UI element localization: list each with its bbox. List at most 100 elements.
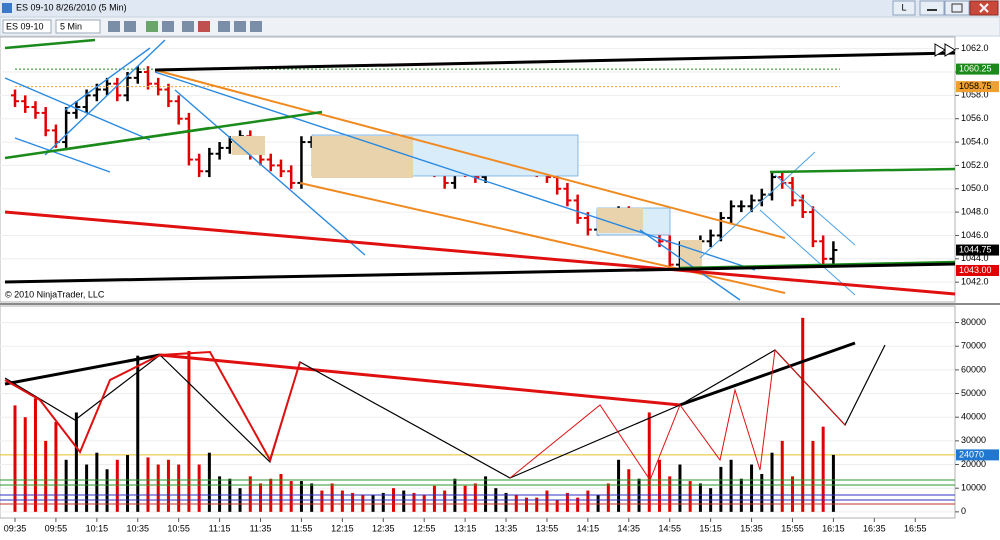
volume-bar — [504, 492, 508, 512]
volume-bar — [821, 426, 825, 512]
trend-line[interactable] — [774, 174, 856, 246]
volume-bar — [525, 497, 528, 512]
volume-bar — [197, 464, 201, 512]
volume-bar — [770, 452, 774, 512]
price-marker-label: 1060.25 — [959, 63, 992, 73]
x-tick-label: 11:15 — [209, 523, 231, 533]
trend-line[interactable] — [44, 39, 166, 156]
price-marker — [956, 81, 999, 93]
tool-icon[interactable] — [218, 21, 230, 32]
maximize-button[interactable] — [944, 0, 970, 16]
price-marker-label: 1043.00 — [959, 265, 992, 275]
volume-bar — [780, 440, 784, 512]
volume-bar — [218, 476, 222, 512]
volume-bar — [85, 464, 89, 512]
volume-bar — [351, 492, 355, 512]
price-marker-label: 24070 — [959, 449, 984, 459]
y-tick-label: 20000 — [961, 459, 986, 469]
y-tick-label: 1048.0 — [961, 206, 989, 216]
volume-bar — [207, 452, 211, 512]
trend-line[interactable] — [154, 69, 786, 239]
y-tick-label: 50000 — [961, 388, 986, 398]
tool-icon[interactable] — [198, 21, 210, 32]
volume-bar — [443, 490, 447, 512]
volume-bar — [33, 398, 37, 512]
y-tick-label: 1058.0 — [961, 90, 989, 100]
y-tick-label: 1050.0 — [961, 183, 989, 193]
x-tick-label: 15:55 — [781, 523, 804, 533]
volume-bar — [647, 412, 651, 512]
volume-bar — [627, 469, 631, 512]
trend-line[interactable] — [4, 210, 956, 296]
trend-line[interactable] — [14, 137, 111, 173]
y-tick-label: 1062.0 — [961, 43, 989, 53]
volume-bar — [555, 500, 559, 512]
x-tick-label: 13:15 — [454, 523, 477, 533]
volume-bar — [95, 452, 99, 512]
trend-line[interactable] — [154, 71, 756, 271]
x-tick-label: 10:55 — [167, 523, 190, 533]
trend-line[interactable] — [4, 262, 956, 284]
interval-selector[interactable] — [55, 19, 101, 34]
y-tick-label: 40000 — [961, 412, 986, 422]
link-button-label[interactable]: L — [901, 2, 906, 12]
volume-bar — [299, 481, 303, 512]
trend-line[interactable] — [154, 51, 956, 72]
trend-line[interactable] — [174, 89, 366, 256]
x-tick-label: 14:55 — [658, 523, 681, 533]
volume-bar — [606, 483, 610, 512]
title-bar — [0, 0, 1000, 17]
instrument-label[interactable]: ES 09-10 — [6, 21, 44, 31]
y-tick-label: 1044.0 — [961, 253, 989, 263]
x-tick-label: 14:35 — [618, 523, 641, 533]
volume-bar — [23, 417, 27, 512]
volume-bar — [657, 459, 661, 512]
trend-line[interactable] — [64, 47, 151, 111]
tool-icon[interactable] — [182, 21, 194, 32]
instrument-selector[interactable] — [2, 19, 52, 34]
volume-bar — [402, 490, 406, 512]
maximize-icon — [951, 3, 963, 13]
trend-line[interactable] — [159, 353, 681, 407]
minimize-button[interactable] — [919, 0, 945, 16]
trend-line[interactable] — [4, 77, 151, 141]
volume-bar — [177, 464, 181, 512]
tool-icon[interactable] — [108, 21, 120, 32]
tool-icon[interactable] — [234, 21, 246, 32]
trend-line[interactable] — [699, 151, 816, 259]
tool-icon[interactable] — [146, 21, 158, 32]
toolbar-icons[interactable] — [108, 21, 262, 32]
y-tick-label: 1046.0 — [961, 230, 989, 240]
price-marker-label: 1044.75 — [959, 244, 992, 254]
volume-bar — [105, 469, 109, 512]
volume-bar — [484, 476, 488, 512]
x-tick-label: 13:35 — [495, 523, 518, 533]
app-icon — [2, 3, 12, 13]
y-tick-label: 60000 — [961, 364, 986, 374]
y-tick-label: 1052.0 — [961, 160, 989, 170]
trend-line[interactable] — [759, 209, 856, 296]
volume-bar — [729, 459, 733, 512]
interval-label[interactable]: 5 Min — [60, 21, 82, 31]
tool-icon[interactable] — [162, 21, 174, 32]
scroll-end-icon[interactable] — [934, 43, 956, 57]
link-button[interactable] — [892, 0, 916, 16]
trend-line[interactable] — [4, 38, 96, 50]
trend-line[interactable] — [679, 341, 856, 407]
x-tick-label: 09:55 — [45, 523, 68, 533]
trend-line[interactable] — [769, 167, 956, 174]
tool-icon[interactable] — [124, 21, 136, 32]
volume-bar — [565, 492, 569, 512]
trend-line[interactable] — [639, 229, 741, 301]
x-tick-label: 15:15 — [699, 523, 722, 533]
x-tick-label: 16:35 — [863, 523, 886, 533]
trend-line[interactable] — [4, 353, 161, 386]
trend-line[interactable] — [59, 110, 323, 152]
price-marker — [956, 449, 999, 461]
x-tick-label: 11:55 — [291, 523, 313, 533]
volume-bar — [576, 497, 580, 512]
x-tick-label: 10:35 — [126, 523, 149, 533]
tool-icon[interactable] — [250, 21, 262, 32]
volume-bar — [545, 490, 549, 512]
price-marker — [956, 264, 999, 276]
